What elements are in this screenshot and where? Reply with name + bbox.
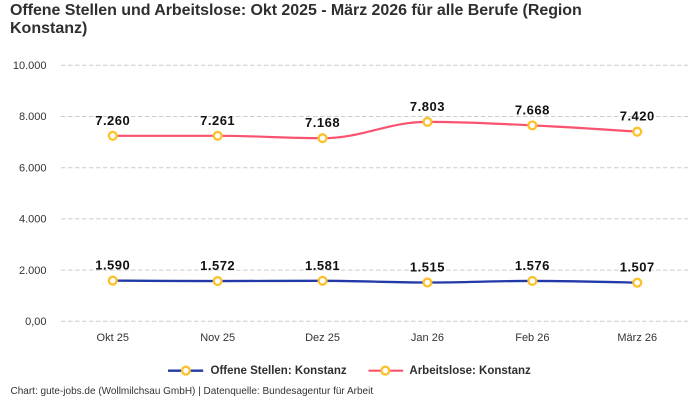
svg-text:Feb 26: Feb 26: [515, 332, 549, 344]
svg-text:2.000: 2.000: [19, 265, 47, 277]
svg-text:Offene Stellen und Arbeitslose: Offene Stellen und Arbeitslose: Okt 2025…: [10, 2, 582, 19]
svg-text:0,00: 0,00: [25, 316, 46, 328]
svg-text:1.590: 1.590: [95, 258, 130, 273]
svg-text:10.000: 10.000: [13, 60, 47, 72]
svg-text:4.000: 4.000: [19, 214, 47, 226]
svg-text:1.507: 1.507: [620, 260, 655, 275]
svg-text:Chart: gute-jobs.de (Wollmilch: Chart: gute-jobs.de (Wollmilchsau GmbH) …: [11, 386, 374, 397]
svg-text:Konstanz): Konstanz): [10, 20, 87, 37]
svg-text:Dez 25: Dez 25: [305, 332, 340, 344]
svg-text:6.000: 6.000: [19, 162, 47, 174]
svg-text:Okt 25: Okt 25: [97, 332, 129, 344]
svg-text:7.420: 7.420: [620, 109, 655, 124]
svg-text:Nov 25: Nov 25: [200, 332, 235, 344]
svg-text:Arbeitslose: Konstanz: Arbeitslose: Konstanz: [409, 365, 531, 377]
svg-text:8.000: 8.000: [19, 111, 47, 123]
svg-text:7.168: 7.168: [305, 115, 340, 130]
svg-text:Jan 26: Jan 26: [411, 332, 444, 344]
svg-text:1.515: 1.515: [410, 260, 445, 275]
svg-text:7.668: 7.668: [515, 102, 550, 117]
svg-text:1.572: 1.572: [200, 258, 235, 273]
svg-text:1.581: 1.581: [305, 258, 340, 273]
svg-text:7.803: 7.803: [410, 99, 445, 114]
svg-text:März 26: März 26: [617, 332, 657, 344]
svg-text:7.261: 7.261: [200, 113, 235, 128]
svg-text:1.576: 1.576: [515, 258, 550, 273]
svg-text:7.260: 7.260: [95, 113, 130, 128]
svg-text:Offene Stellen: Konstanz: Offene Stellen: Konstanz: [211, 365, 347, 377]
